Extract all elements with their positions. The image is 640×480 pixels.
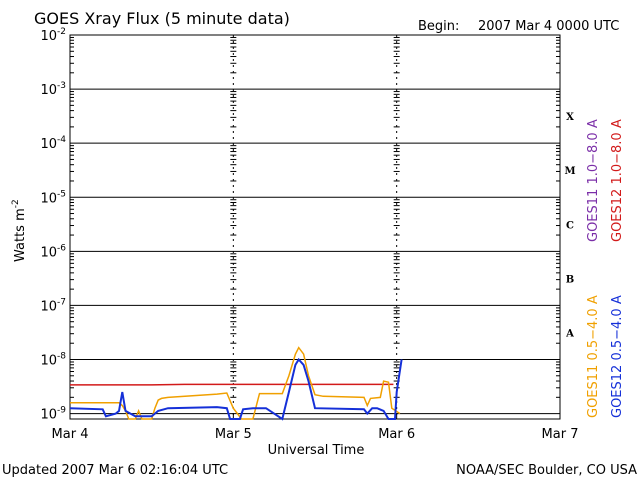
series-line-1 [70, 346, 401, 420]
legend-item: GOES12 0.5−4.0 A [610, 295, 625, 418]
chart-title: GOES Xray Flux (5 minute data) [34, 9, 290, 28]
legend-text: GOES12 1.0−8.0 A [610, 119, 625, 242]
legend: GOES11 1.0−8.0 A GOES12 1.0−8.0 A GOES11 0… [586, 119, 625, 418]
y-axis-label-text: Watts m [13, 208, 28, 262]
legend-text: GOES12 0.5−4.0 A [610, 295, 625, 418]
grid-lines [70, 35, 560, 419]
flare-class-b: B [566, 274, 574, 285]
y-axis-label: Watts m-2 [11, 199, 28, 262]
x-tick-label: Mar 5 [215, 427, 252, 442]
flare-class-x: X [566, 112, 574, 123]
y-tick-label: 10-5 [40, 189, 66, 206]
flare-class-labels: X M C B A [564, 112, 575, 339]
begin-value: 2007 Mar 4 0000 UTC [478, 19, 619, 34]
y-tick-labels: 10-2 10-3 10-4 10-5 10-6 10-7 10-8 10-9 [40, 27, 66, 423]
flare-class-a: A [565, 328, 574, 339]
begin-label: Begin: [418, 19, 459, 34]
legend-item: GOES12 1.0−8.0 A [610, 119, 625, 242]
y-tick-label: 10-9 [40, 406, 66, 423]
y-tick-label: 10-2 [40, 27, 66, 44]
flare-class-m: M [564, 166, 575, 177]
x-axis-label: Universal Time [268, 443, 365, 458]
axis-ticks [69, 36, 561, 419]
plot-frame [69, 34, 561, 420]
series-line-0 [70, 383, 394, 386]
legend-item: GOES11 0.5−4.0 A [586, 295, 601, 418]
flare-class-c: C [566, 220, 574, 231]
legend-text: GOES11 1.0−8.0 A [586, 119, 601, 242]
y-axis-label-sup: -2 [11, 199, 21, 208]
x-tick-labels: Mar 4 Mar 5 Mar 6 Mar 7 [52, 427, 579, 442]
updated-timestamp: Updated 2007 Mar 6 02:16:04 UTC [2, 463, 228, 478]
y-tick-label: 10-8 [40, 352, 66, 369]
x-tick-label: Mar 6 [378, 427, 415, 442]
y-tick-label: 10-4 [40, 135, 66, 152]
y-tick-label: 10-6 [40, 243, 66, 260]
series-line-2 [69, 357, 403, 421]
legend-text: GOES11 0.5−4.0 A [586, 295, 601, 418]
x-tick-label: Mar 4 [52, 427, 89, 442]
x-tick-label: Mar 7 [542, 427, 579, 442]
legend-item: GOES11 1.0−8.0 A [586, 119, 601, 242]
svg-text:Watts m-2: Watts m-2 [11, 199, 28, 262]
y-tick-label: 10-3 [40, 81, 66, 98]
data-series [69, 346, 403, 421]
credit-text: NOAA/SEC Boulder, CO USA [456, 463, 637, 478]
y-tick-label: 10-7 [40, 297, 66, 314]
